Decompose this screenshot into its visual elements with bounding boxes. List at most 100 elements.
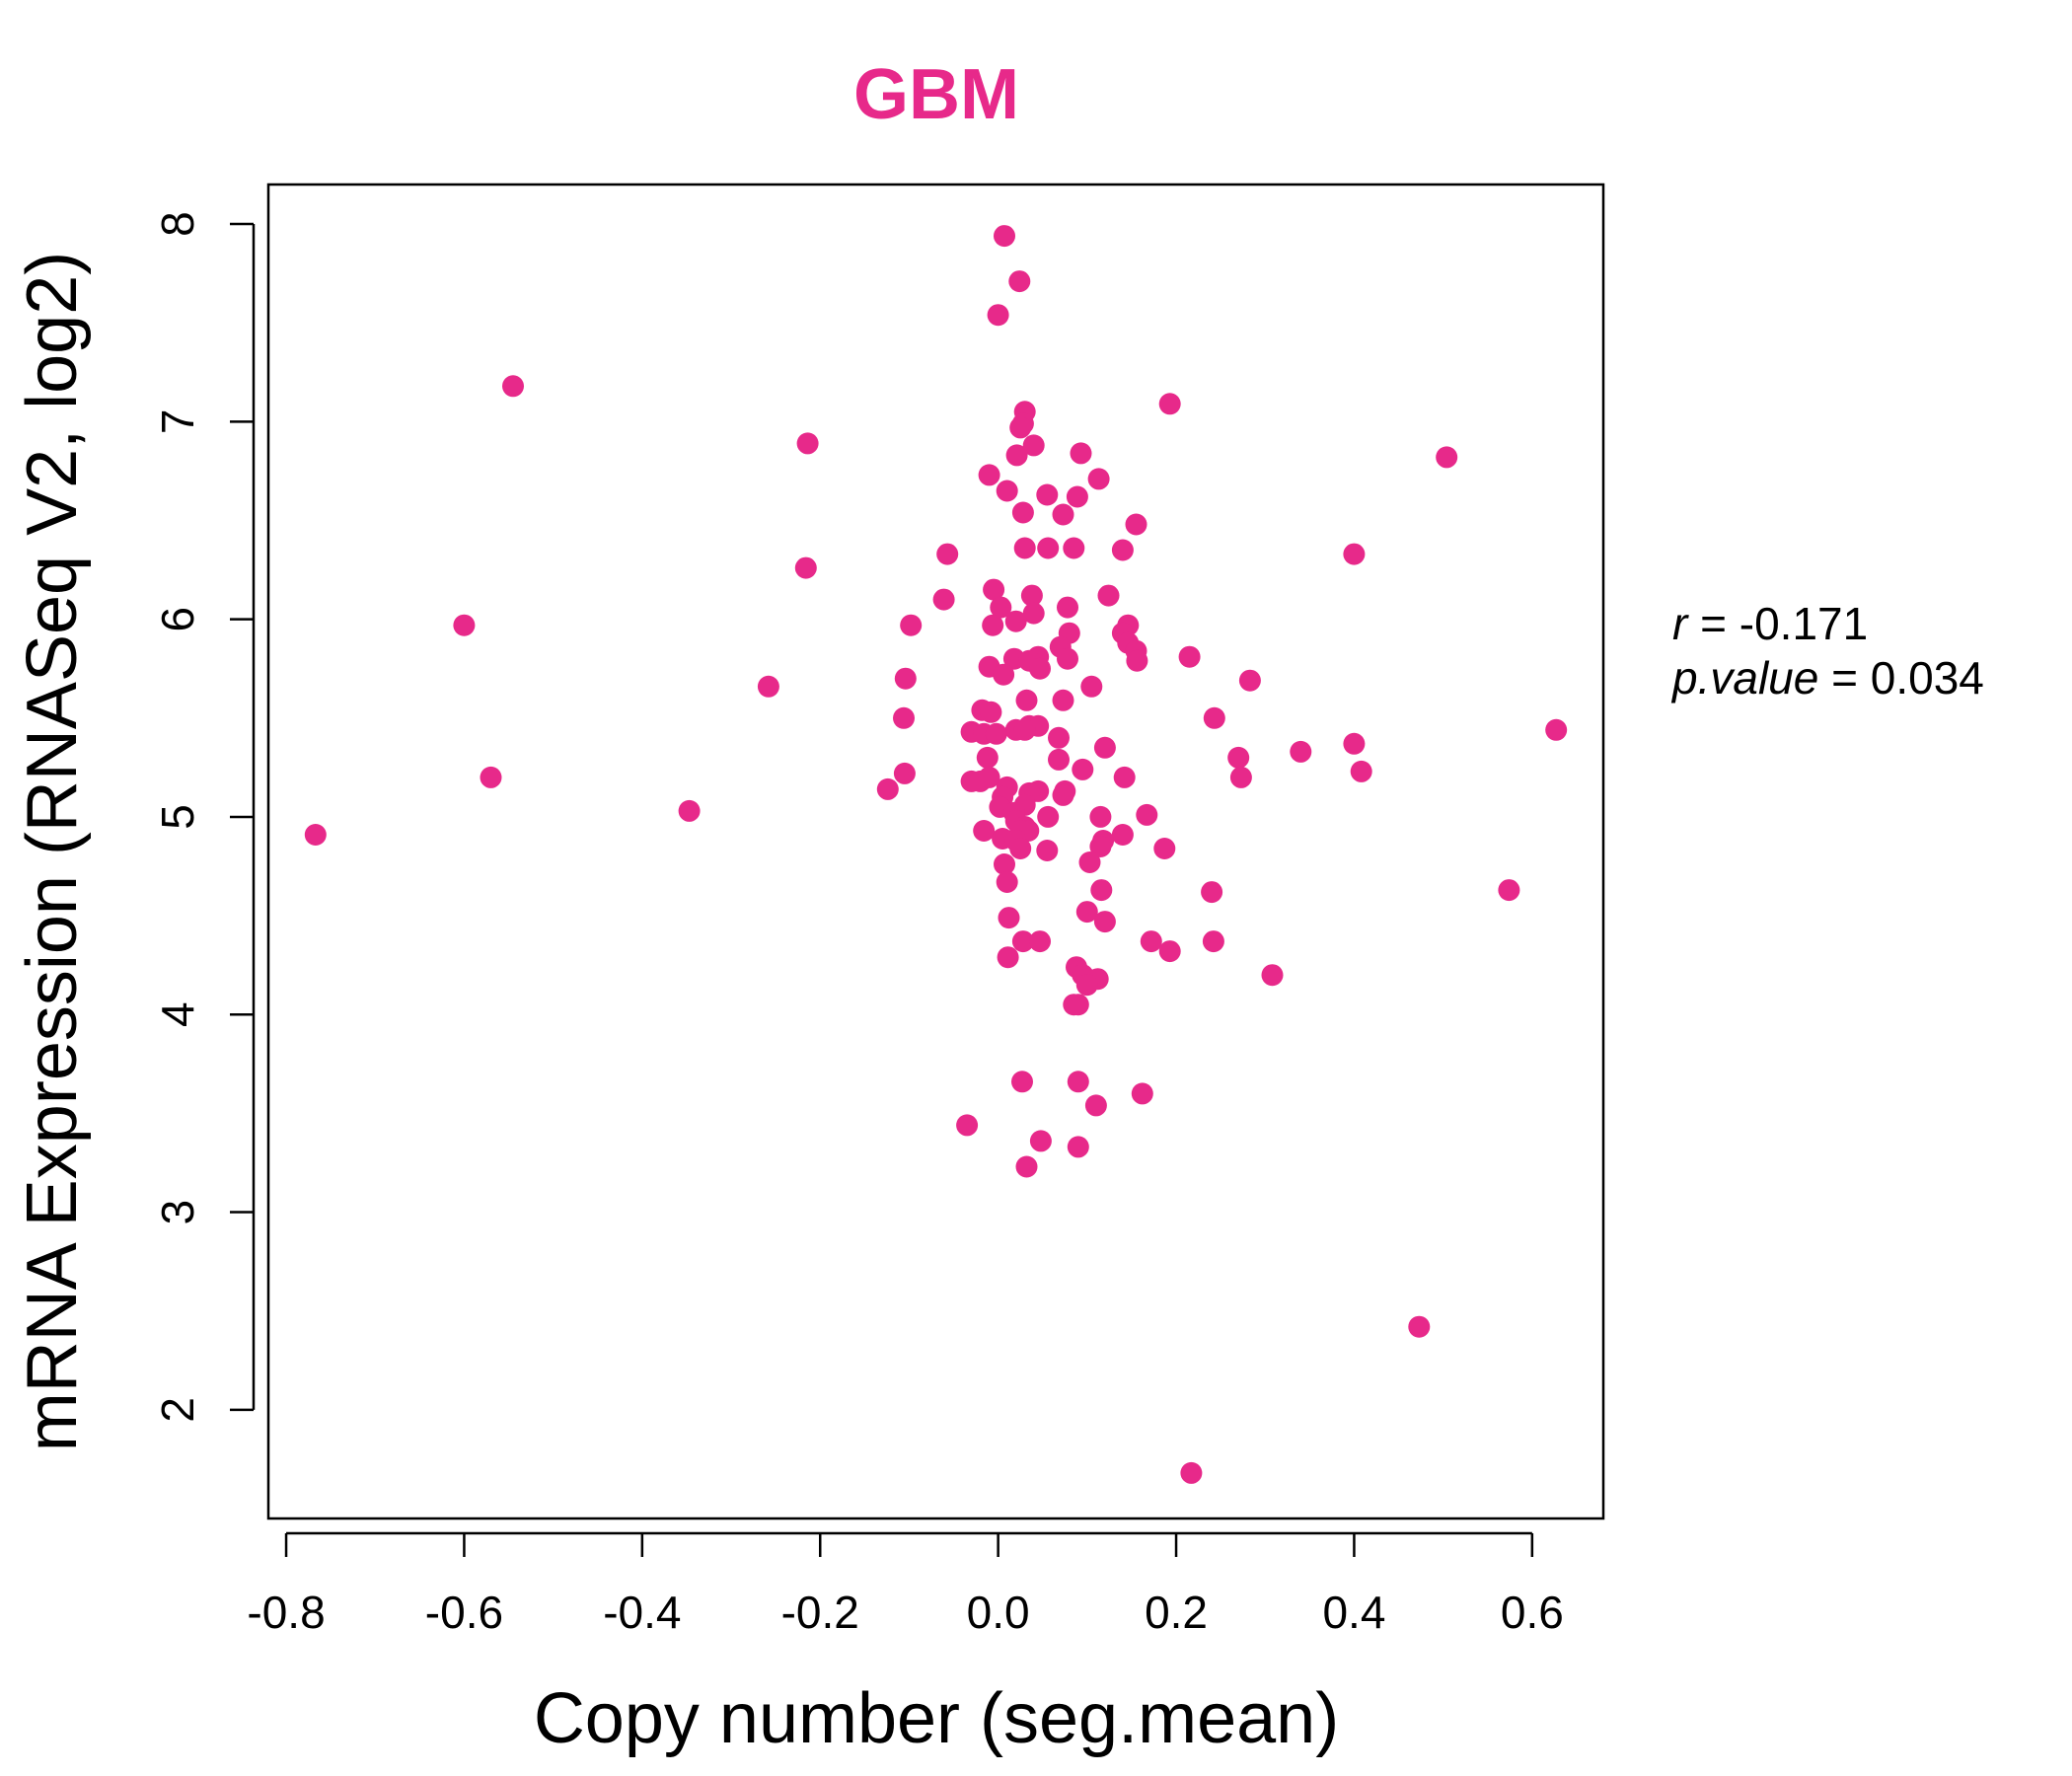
x-tick-label: 0.6	[1501, 1587, 1564, 1638]
scatter-point	[1022, 602, 1045, 625]
scatter-point	[1011, 501, 1034, 524]
scatter-point	[502, 375, 524, 398]
scatter-point	[1229, 766, 1252, 788]
scatter-point	[994, 853, 1015, 875]
scatter-point	[1087, 468, 1110, 490]
x-tick-label: -0.4	[603, 1587, 681, 1638]
scatter-point	[1078, 851, 1101, 873]
r-value: -0.171	[1739, 598, 1868, 649]
plot-frame	[266, 183, 1605, 1520]
scatter-point	[794, 556, 817, 579]
scatter-point	[1037, 537, 1060, 559]
scatter-point	[1202, 930, 1224, 953]
x-axis: -0.8 -0.6 -0.4 -0.2 0.0 0.2 0.4 0.6	[247, 1531, 1564, 1638]
scatter-point	[1067, 994, 1089, 1016]
scatter-point	[1070, 442, 1092, 465]
scatter-point	[1013, 718, 1036, 741]
scatter-point	[1089, 805, 1112, 828]
scatter-point	[980, 701, 1002, 723]
scatter-point	[1093, 911, 1116, 933]
scatter-point	[894, 667, 917, 690]
scatter-point	[982, 614, 1004, 636]
scatter-point	[997, 946, 1019, 969]
scatter-point	[1009, 416, 1032, 439]
scatter-point	[1072, 758, 1094, 780]
scatter-point	[900, 614, 923, 636]
r-stat: r = -0.171	[1672, 598, 1868, 649]
y-tick-label: 5	[152, 804, 203, 830]
scatter-point	[1036, 483, 1059, 506]
y-tick-label: 2	[152, 1397, 203, 1423]
scatter-point	[1048, 726, 1070, 749]
scatter-point	[1203, 706, 1225, 729]
scatter-point	[1048, 748, 1070, 771]
x-tick-label: 0.0	[967, 1587, 1030, 1638]
chart-title: GBM	[853, 55, 1019, 134]
scatter-point	[1158, 940, 1181, 963]
scatter-point	[1111, 539, 1134, 561]
scatter-point	[876, 777, 899, 800]
scatter-point	[1004, 610, 1027, 632]
scatter-point	[1125, 513, 1147, 536]
scatter-point	[757, 675, 779, 698]
scatter-point	[1029, 657, 1051, 680]
x-tick-label: 0.2	[1145, 1587, 1208, 1638]
y-tick-label: 4	[152, 1001, 203, 1027]
scatter-point	[1436, 446, 1458, 469]
scatter-point	[1067, 1071, 1089, 1093]
scatter-point	[956, 1114, 979, 1137]
scatter-point	[990, 596, 1012, 619]
scatter-point	[893, 706, 915, 729]
scatter-point	[1238, 669, 1261, 692]
scatter-point	[1036, 840, 1059, 861]
scatter-point	[993, 663, 1015, 686]
scatter-point	[1084, 1094, 1107, 1117]
scatter-point	[1158, 393, 1181, 415]
y-tick-label: 7	[152, 409, 203, 435]
scatter-point	[1020, 584, 1043, 607]
x-tick-label: 0.4	[1322, 1587, 1385, 1638]
data-points	[304, 225, 1568, 1484]
x-axis-label: Copy number (seg.mean)	[534, 1679, 1339, 1758]
scatter-point	[1022, 434, 1045, 457]
scatter-point	[1201, 881, 1223, 904]
scatter-point	[1037, 805, 1060, 828]
y-axis: 2 3 4 5 6 7 8	[152, 211, 256, 1423]
y-tick-label: 6	[152, 607, 203, 632]
scatter-point	[1052, 783, 1074, 806]
scatter-point	[893, 762, 916, 784]
scatter-point	[998, 907, 1020, 929]
scatter-point	[480, 766, 502, 788]
scatter-point	[1011, 1071, 1033, 1093]
scatter-point	[1140, 930, 1162, 953]
scatter-point	[987, 304, 1009, 327]
scatter-point	[1013, 537, 1036, 559]
scatter-point	[1343, 732, 1366, 755]
scatter-point	[1075, 974, 1098, 997]
scatter-point	[1009, 838, 1032, 859]
scatter-point	[1178, 645, 1201, 668]
scatter-point	[1052, 689, 1074, 711]
scatter-point	[1063, 537, 1085, 559]
scatter-point	[1545, 718, 1568, 741]
scatter-point	[1089, 836, 1112, 857]
p-value: 0.034	[1871, 652, 1984, 703]
scatter-point	[1008, 270, 1031, 293]
scatter-point	[1097, 584, 1120, 607]
scatter-point	[983, 578, 1005, 601]
scatter-point	[996, 480, 1018, 502]
scatter-point	[1111, 824, 1134, 846]
correlation-stats: r = -0.171 p.value = 0.034	[1670, 598, 1984, 703]
scatter-point	[985, 722, 1007, 745]
scatter-point	[976, 746, 999, 769]
scatter-point	[1093, 736, 1116, 759]
scatter-point	[1057, 647, 1078, 670]
scatter-point	[1343, 543, 1366, 565]
x-tick-label: -0.8	[247, 1587, 325, 1638]
y-tick-label: 3	[152, 1200, 203, 1225]
p-value-stat: p.value = 0.034	[1670, 652, 1984, 703]
scatter-point	[1126, 649, 1148, 672]
scatter-point	[1052, 503, 1074, 526]
